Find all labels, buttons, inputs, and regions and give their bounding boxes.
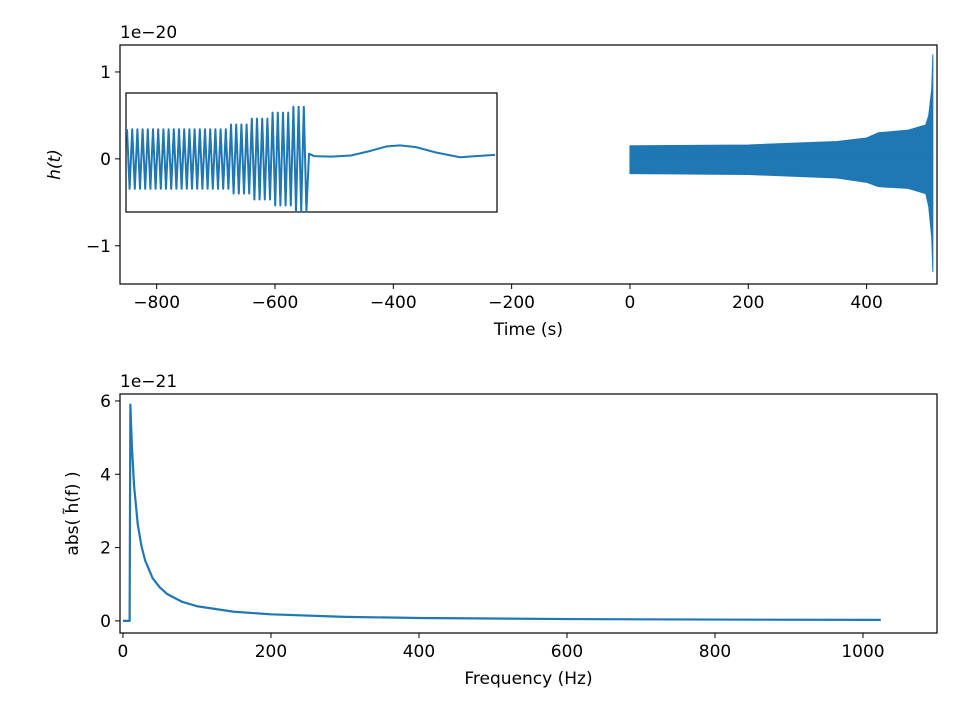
offset-label: 1e−21 [120, 372, 177, 392]
x-tick-label: −200 [488, 293, 535, 313]
y-tick-label: 6 [100, 392, 111, 412]
y-tick-label: 0 [100, 612, 111, 632]
signal-envelope [629, 54, 934, 160]
x-axis-label: Frequency (Hz) [464, 669, 592, 689]
line [122, 403, 881, 622]
x-tick-label: 0 [118, 642, 129, 662]
inset-frame [125, 92, 498, 213]
x-tick-label: 0 [625, 293, 636, 313]
y-tick-label: −1 [86, 237, 111, 257]
x-tick-label: 200 [732, 293, 764, 313]
y-tick-label: 0 [100, 150, 111, 170]
offset-label: 1e−20 [120, 23, 177, 43]
y-tick-label: 4 [100, 465, 111, 485]
inset-line [126, 105, 496, 213]
y-axis-label: h(t) [45, 149, 65, 180]
axes-frame [119, 393, 938, 634]
x-tick-label: 600 [551, 642, 583, 662]
x-tick-label: 1000 [841, 642, 884, 662]
y-tick-label: 2 [100, 539, 111, 559]
y-axis-label: abs( h̃(f) ) [62, 471, 83, 555]
x-tick-label: 200 [255, 642, 287, 662]
x-tick-label: 400 [850, 293, 882, 313]
x-axis-label: Time (s) [493, 320, 563, 340]
x-tick-label: 400 [403, 642, 435, 662]
y-tick-label: 1 [100, 63, 111, 83]
x-tick-label: 800 [699, 642, 731, 662]
x-tick-label: −400 [370, 293, 417, 313]
axes-frame [119, 44, 938, 285]
x-tick-label: −800 [133, 293, 180, 313]
x-tick-label: −600 [252, 293, 299, 313]
signal-envelope [629, 158, 934, 272]
